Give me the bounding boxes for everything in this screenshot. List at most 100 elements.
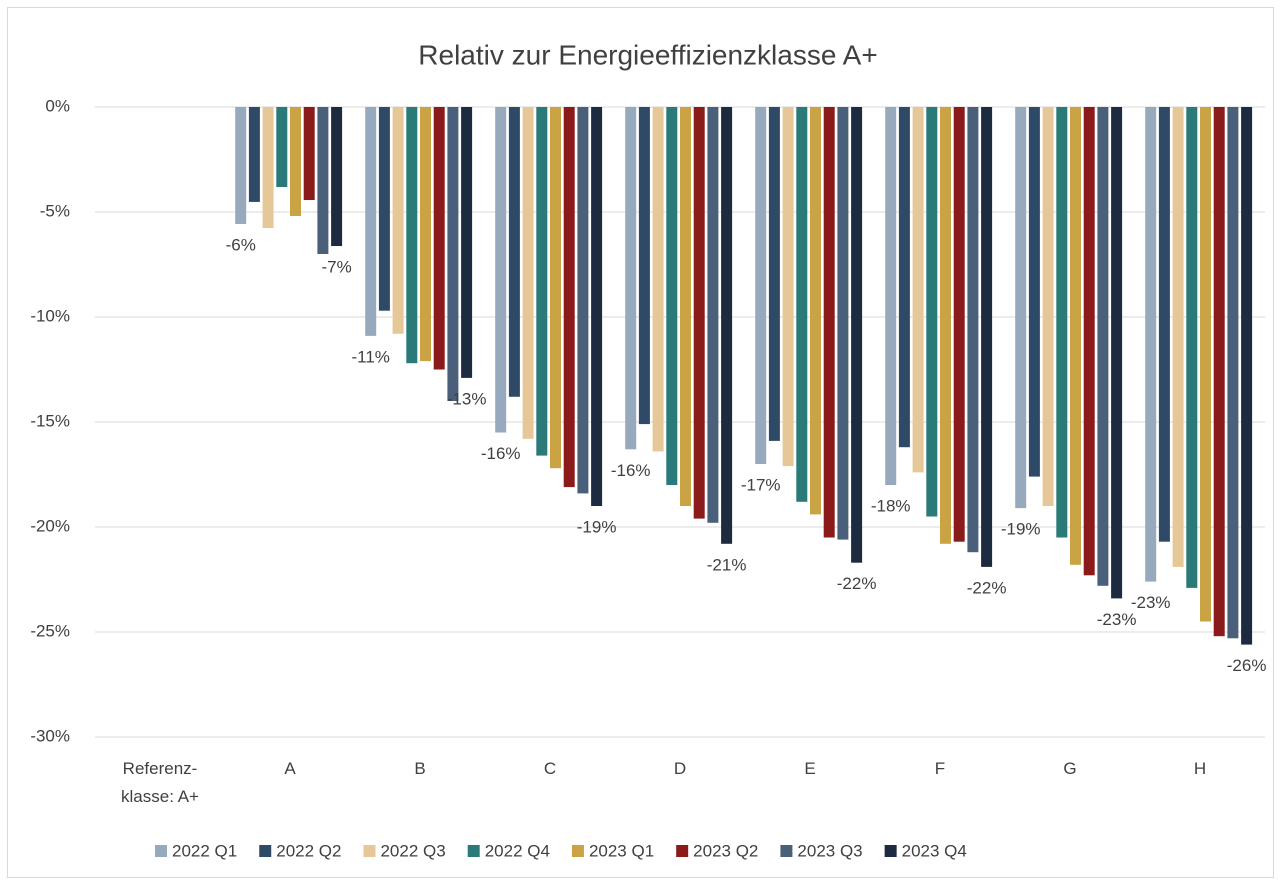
bar xyxy=(625,107,637,450)
legend-swatch xyxy=(363,845,376,857)
data-label: -18% xyxy=(871,496,911,515)
bar xyxy=(707,107,719,523)
data-label: -23% xyxy=(1097,610,1137,629)
y-tick-label: -20% xyxy=(30,516,70,535)
bar xyxy=(1111,107,1123,599)
bar xyxy=(378,107,390,311)
bar xyxy=(406,107,418,364)
legend-swatch xyxy=(676,845,689,857)
bar xyxy=(1158,107,1170,542)
data-label: -19% xyxy=(1001,520,1041,539)
bar xyxy=(837,107,849,540)
x-tick-label: H xyxy=(1194,759,1206,778)
x-tick-label: E xyxy=(804,759,815,778)
data-label: -19% xyxy=(577,517,617,536)
bar xyxy=(563,107,575,488)
data-label: -13% xyxy=(447,389,487,408)
bar xyxy=(1186,107,1198,588)
bar xyxy=(981,107,993,567)
bar xyxy=(1241,107,1253,645)
chart-title: Relativ zur Energieeffizienzklasse A+ xyxy=(418,39,877,70)
bar xyxy=(652,107,664,452)
bar xyxy=(680,107,691,506)
x-tick-label: Referenz-klasse: A+ xyxy=(121,759,199,806)
bar xyxy=(331,107,343,247)
data-label: -11% xyxy=(351,347,389,366)
bar xyxy=(755,107,767,464)
data-label: -26% xyxy=(1227,656,1267,675)
data-label: -7% xyxy=(321,258,351,277)
bar xyxy=(447,107,459,401)
bar xyxy=(810,107,821,515)
legend-label: 2022 Q3 xyxy=(380,841,445,860)
x-tick-label: C xyxy=(544,759,556,778)
bar xyxy=(591,107,603,506)
y-tick-label: -10% xyxy=(30,306,70,325)
bar xyxy=(276,107,288,188)
bar xyxy=(953,107,965,542)
x-tick-label: B xyxy=(414,759,425,778)
bar xyxy=(248,107,260,202)
bar xyxy=(303,107,315,201)
legend-label: 2023 Q3 xyxy=(797,841,862,860)
bar xyxy=(235,107,247,224)
bar xyxy=(1083,107,1095,576)
legend-swatch xyxy=(780,845,793,857)
data-label: -22% xyxy=(967,578,1007,597)
bar xyxy=(290,107,301,216)
bar xyxy=(536,107,548,456)
bar xyxy=(550,107,561,469)
data-label: -22% xyxy=(837,574,877,593)
bar xyxy=(522,107,534,439)
bar xyxy=(796,107,808,502)
bar xyxy=(433,107,445,370)
legend-swatch xyxy=(884,845,897,857)
bar xyxy=(365,107,377,336)
bar xyxy=(495,107,507,433)
data-label: -16% xyxy=(611,461,651,480)
data-label: -17% xyxy=(741,475,781,494)
data-label: -23% xyxy=(1131,593,1171,612)
bar xyxy=(823,107,835,538)
bar xyxy=(898,107,910,448)
bar xyxy=(1172,107,1184,567)
bar xyxy=(721,107,733,544)
x-tick-label: A xyxy=(284,759,296,778)
y-tick-label: 0% xyxy=(45,96,70,115)
bar xyxy=(508,107,520,397)
bar xyxy=(967,107,979,553)
legend-swatch xyxy=(259,845,272,857)
legend-label: 2022 Q2 xyxy=(276,841,341,860)
bar xyxy=(1015,107,1027,509)
bar xyxy=(926,107,938,517)
legend-label: 2022 Q1 xyxy=(172,841,237,860)
bar xyxy=(317,107,329,254)
x-tick-label: G xyxy=(1063,759,1076,778)
bar xyxy=(420,107,431,362)
bar xyxy=(666,107,678,485)
bar xyxy=(1028,107,1040,477)
bar xyxy=(1213,107,1225,637)
bar xyxy=(577,107,589,494)
data-label: -6% xyxy=(226,235,256,254)
bar xyxy=(1145,107,1157,582)
y-tick-label: -5% xyxy=(40,201,70,220)
bar xyxy=(693,107,705,519)
x-tick-label: F xyxy=(935,759,945,778)
bar xyxy=(1070,107,1081,565)
bar xyxy=(392,107,404,334)
legend-label: 2023 Q1 xyxy=(589,841,654,860)
bar xyxy=(940,107,951,544)
data-label: -16% xyxy=(481,444,521,463)
legend-label: 2022 Q4 xyxy=(485,841,550,860)
legend-swatch xyxy=(467,845,480,857)
bar xyxy=(1200,107,1211,622)
bar xyxy=(1097,107,1109,586)
bar xyxy=(1227,107,1239,639)
legend-label: 2023 Q4 xyxy=(902,841,967,860)
bar xyxy=(768,107,780,441)
bar xyxy=(851,107,863,563)
bar xyxy=(1042,107,1054,506)
bar xyxy=(461,107,473,378)
